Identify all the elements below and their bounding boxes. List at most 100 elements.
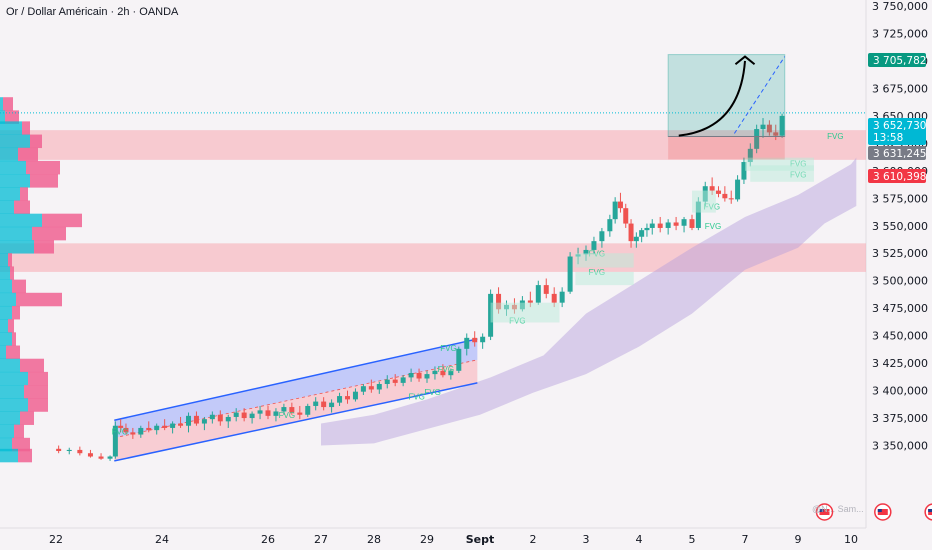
candle-body (760, 124, 766, 130)
fvg-box (692, 190, 716, 213)
candle-body (305, 405, 311, 415)
volume-bar-up (0, 345, 6, 360)
volume-bar-up (0, 371, 28, 386)
candle-body (107, 456, 113, 459)
bar-countdown: 13:58 (873, 132, 903, 144)
volume-bar-up (0, 398, 28, 412)
fvg-label: FVG (424, 388, 440, 397)
volume-bar-up (0, 292, 16, 307)
x-tick-label: 5 (689, 533, 696, 546)
price-tag-target: 3 705,782 (868, 53, 926, 67)
candle-body (329, 402, 335, 408)
x-tick-label: 29 (420, 533, 434, 546)
volume-bar-up (0, 437, 12, 452)
candle-body (368, 386, 374, 390)
volume-bar-up (0, 174, 30, 188)
volume-bar-down (20, 411, 34, 425)
x-tick-label: 9 (795, 533, 802, 546)
candle-body (233, 412, 239, 417)
candle-body (607, 219, 613, 232)
candle-body (170, 423, 176, 428)
candle-body (747, 148, 753, 163)
svg-text:3 652,730: 3 652,730 (873, 120, 926, 132)
y-tick-label: 3 550,000 (872, 220, 928, 233)
svg-text:3 631,245: 3 631,245 (873, 148, 926, 160)
flag-stripe (819, 509, 830, 515)
candle-body (123, 427, 129, 433)
channel-bottom-line (114, 382, 478, 462)
x-tick-label: 2 (530, 533, 537, 546)
candle-body (209, 414, 215, 420)
volume-bar-down (26, 160, 60, 175)
candle-body (217, 414, 223, 422)
candle-body (716, 190, 721, 194)
volume-bar-up (0, 319, 8, 333)
channel-top-line (114, 338, 478, 421)
x-tick-label: 26 (261, 533, 275, 546)
candle-body (722, 193, 728, 199)
candle-body (583, 249, 589, 255)
candle-body (628, 223, 634, 242)
volume-bar-down (12, 279, 26, 294)
candle-body (265, 410, 271, 416)
candle-body (400, 377, 406, 383)
volume-bar-down (32, 226, 66, 241)
y-tick-label: 3 400,000 (872, 385, 928, 398)
fvg-box (575, 253, 634, 268)
y-tick-label: 3 450,000 (872, 330, 928, 343)
candle-body (257, 410, 263, 414)
fvg-label: FVG (440, 344, 456, 353)
volume-bar-up (0, 253, 8, 267)
svg-text:3 610,398: 3 610,398 (873, 171, 926, 183)
volume-bar-up (0, 305, 12, 320)
candle-body (77, 449, 83, 454)
candle-body (249, 413, 255, 419)
candle-body (138, 427, 144, 435)
fvg-box (575, 271, 634, 286)
candle-body (612, 201, 618, 220)
x-tick-label: Sept (466, 533, 495, 546)
candle-body (273, 411, 279, 416)
fvg-box (490, 302, 560, 323)
volume-bar-down (6, 345, 20, 360)
volume-bar-down (34, 240, 54, 254)
candle-body (178, 423, 184, 426)
volume-bar-down (16, 292, 62, 307)
y-tick-label: 3 525,000 (872, 247, 928, 260)
fvg-label: FVG (112, 428, 128, 437)
candles-layer (56, 113, 785, 461)
candle-body (297, 412, 303, 415)
candle-body (535, 285, 541, 303)
x-tick-label: 4 (636, 533, 643, 546)
support-zone (0, 243, 866, 272)
volume-bar-down (8, 253, 12, 267)
candle-body (352, 391, 358, 400)
fvg-label: FVG (279, 411, 295, 420)
candle-body (567, 256, 573, 292)
candle-body (695, 201, 701, 228)
flag-stripe (877, 509, 888, 515)
volume-bar-down (3, 97, 13, 111)
candle-body (741, 162, 747, 180)
candle-body (321, 401, 327, 408)
volume-bar-up (0, 411, 20, 425)
flag-canton (928, 509, 932, 512)
candle-body (225, 416, 231, 422)
target-zone (667, 54, 786, 137)
y-tick-label: 3 350,000 (872, 440, 928, 453)
x-axis[interactable]: 22 24 26 27 28 29 Sept 2 3 4 5 7 9 10 (49, 533, 858, 546)
candle-body (118, 425, 124, 428)
candle-body (735, 179, 741, 200)
projection-dashed (733, 56, 786, 134)
candle-body (201, 419, 207, 424)
volume-bar-down (5, 110, 19, 124)
volume-bar-down (12, 332, 16, 346)
fvg-label: FVG (705, 222, 721, 231)
fvg-label: FVG (408, 392, 424, 401)
candle-body (193, 415, 199, 424)
candle-body (313, 401, 319, 406)
x-tick-label: 28 (367, 533, 381, 546)
candle-body (617, 201, 623, 209)
